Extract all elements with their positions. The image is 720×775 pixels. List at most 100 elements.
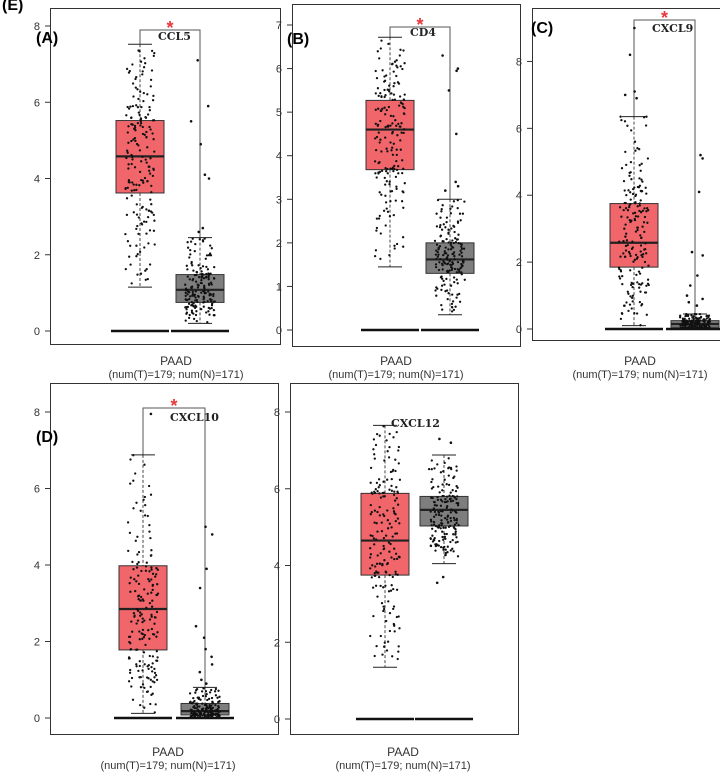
data-point [630, 296, 634, 300]
data-point [212, 294, 215, 298]
data-point [453, 518, 456, 522]
data-point [432, 520, 436, 524]
data-point [369, 513, 372, 516]
data-point [375, 229, 378, 232]
data-point [397, 645, 400, 648]
data-point [453, 230, 456, 234]
data-point [447, 241, 450, 244]
data-point [127, 680, 131, 683]
data-point [626, 209, 630, 212]
data-point [624, 150, 627, 154]
data-point [620, 215, 623, 218]
data-point [633, 312, 636, 315]
data-point [682, 321, 685, 325]
data-point [134, 139, 137, 143]
data-point [688, 317, 691, 320]
data-point [456, 540, 459, 544]
data-point [151, 588, 154, 592]
data-point [457, 242, 460, 245]
data-point [452, 200, 456, 203]
data-point [152, 138, 155, 141]
data-point [398, 556, 401, 559]
data-point [450, 310, 454, 313]
data-point [150, 184, 153, 188]
data-point [438, 261, 441, 264]
data-point [449, 491, 452, 494]
data-point [374, 137, 377, 140]
data-point [439, 504, 443, 507]
data-point [387, 105, 391, 109]
data-point [679, 314, 682, 317]
data-point [370, 510, 373, 514]
data-point [146, 180, 149, 183]
data-point [150, 566, 153, 569]
data-point [630, 307, 633, 310]
data-point [131, 158, 134, 161]
data-point [457, 233, 460, 236]
data-point [395, 185, 398, 188]
data-point [374, 148, 378, 152]
data-point [186, 305, 190, 309]
data-point [384, 224, 387, 227]
data-point [375, 135, 379, 139]
data-point [155, 650, 158, 653]
data-point [446, 521, 450, 524]
data-point [379, 257, 382, 261]
data-point [373, 571, 376, 575]
data-point [439, 223, 442, 227]
data-point [375, 522, 378, 525]
data-point [392, 85, 395, 88]
data-point [152, 213, 155, 217]
data-point [147, 577, 150, 581]
data-point [148, 637, 151, 640]
data-point [147, 209, 151, 212]
data-point [151, 599, 154, 602]
data-point [150, 203, 153, 206]
data-point [193, 249, 196, 253]
data-point [189, 708, 192, 711]
outlier-point [456, 67, 460, 70]
data-point [376, 530, 379, 533]
data-point [202, 273, 205, 276]
data-point [451, 300, 455, 303]
y-tick-label: 8 [34, 407, 40, 419]
data-point [184, 294, 187, 298]
data-point [376, 87, 380, 90]
data-point [376, 510, 379, 514]
data-point [397, 615, 400, 618]
data-point [199, 711, 202, 714]
data-point [394, 175, 398, 179]
data-point [381, 69, 384, 72]
data-point [443, 461, 446, 465]
data-point [154, 575, 157, 578]
data-point [373, 490, 376, 493]
normal-box [419, 495, 469, 527]
data-point [201, 694, 205, 698]
data-point [196, 702, 199, 705]
sample-size-note: (num(T)=179; num(N)=171) [335, 760, 471, 772]
data-point [396, 657, 399, 661]
data-point [209, 254, 213, 257]
data-point [145, 161, 148, 164]
data-point [378, 514, 382, 517]
data-point [194, 273, 197, 277]
data-point [187, 316, 191, 320]
data-point [440, 524, 443, 527]
data-point [392, 510, 396, 513]
data-point [453, 255, 456, 258]
data-point [144, 569, 148, 572]
data-point [392, 493, 396, 497]
data-point [389, 124, 392, 127]
data-point [139, 686, 143, 689]
data-point [395, 148, 398, 151]
data-point [453, 523, 457, 526]
data-point [141, 669, 144, 672]
data-point [451, 306, 454, 309]
data-point [454, 541, 457, 544]
data-point [135, 566, 139, 569]
data-point [375, 432, 379, 436]
data-point [634, 149, 637, 152]
outlier-point [455, 132, 458, 136]
data-point [133, 578, 136, 581]
data-point [455, 497, 458, 501]
